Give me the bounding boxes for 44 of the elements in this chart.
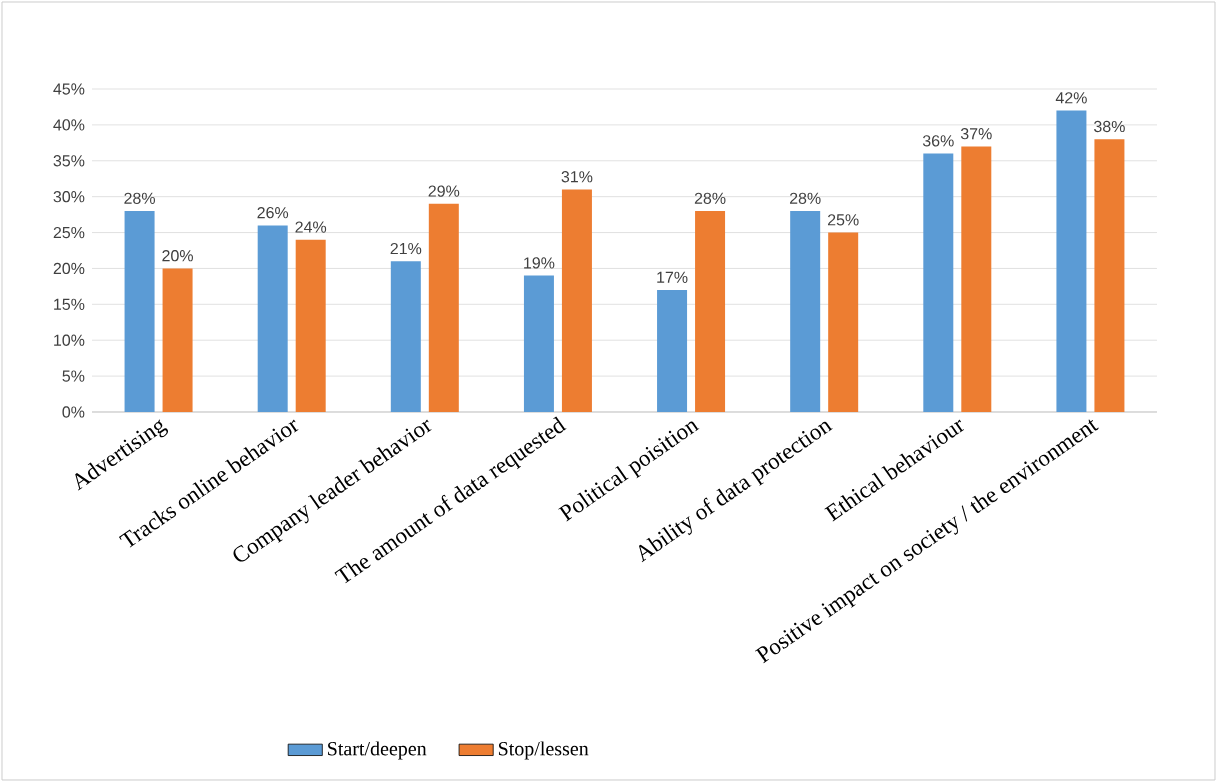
bar [961,146,992,412]
y-tick-label: 15% [54,298,85,310]
y-tick-label: 40% [53,119,85,131]
data-label: 28% [789,192,821,204]
data-label: 31% [561,171,593,183]
data-label: 17% [657,271,688,283]
bar [257,225,288,412]
legend-label: Start/deepen [328,741,427,760]
y-tick-label: 10% [54,334,85,346]
y-tick-label: 35% [53,155,85,167]
y-tick-label: 0% [62,406,85,418]
data-label: 21% [390,242,422,255]
bar [828,232,859,412]
data-label: 38% [1094,120,1125,133]
bar [790,211,821,412]
bar [523,275,554,412]
data-label: 29% [428,185,460,197]
y-tick-label: 45% [53,83,85,95]
data-label: 19% [524,257,555,269]
data-label: 37% [960,128,992,140]
bar [657,289,688,412]
bar [1094,139,1125,412]
data-label: 42% [1055,92,1087,104]
y-tick-label: 20% [53,262,85,275]
data-label: 28% [124,192,155,204]
bar [923,153,954,412]
data-label: 24% [295,221,327,233]
bar [428,203,459,412]
bar [124,211,155,412]
y-tick-label: 30% [53,191,85,203]
bar [561,189,592,412]
bar [390,261,421,412]
data-label: 26% [257,206,289,219]
data-label: 36% [922,135,954,147]
data-label: 25% [827,214,859,226]
legend-label: Stop/lessen [498,741,589,760]
bar [695,211,726,412]
y-tick-label: 5% [62,370,85,382]
bar [162,268,193,412]
data-label: 28% [694,192,726,204]
bar [1056,110,1087,412]
data-label: 20% [162,250,193,262]
bar [295,239,326,412]
y-tick-label: 25% [53,226,85,239]
